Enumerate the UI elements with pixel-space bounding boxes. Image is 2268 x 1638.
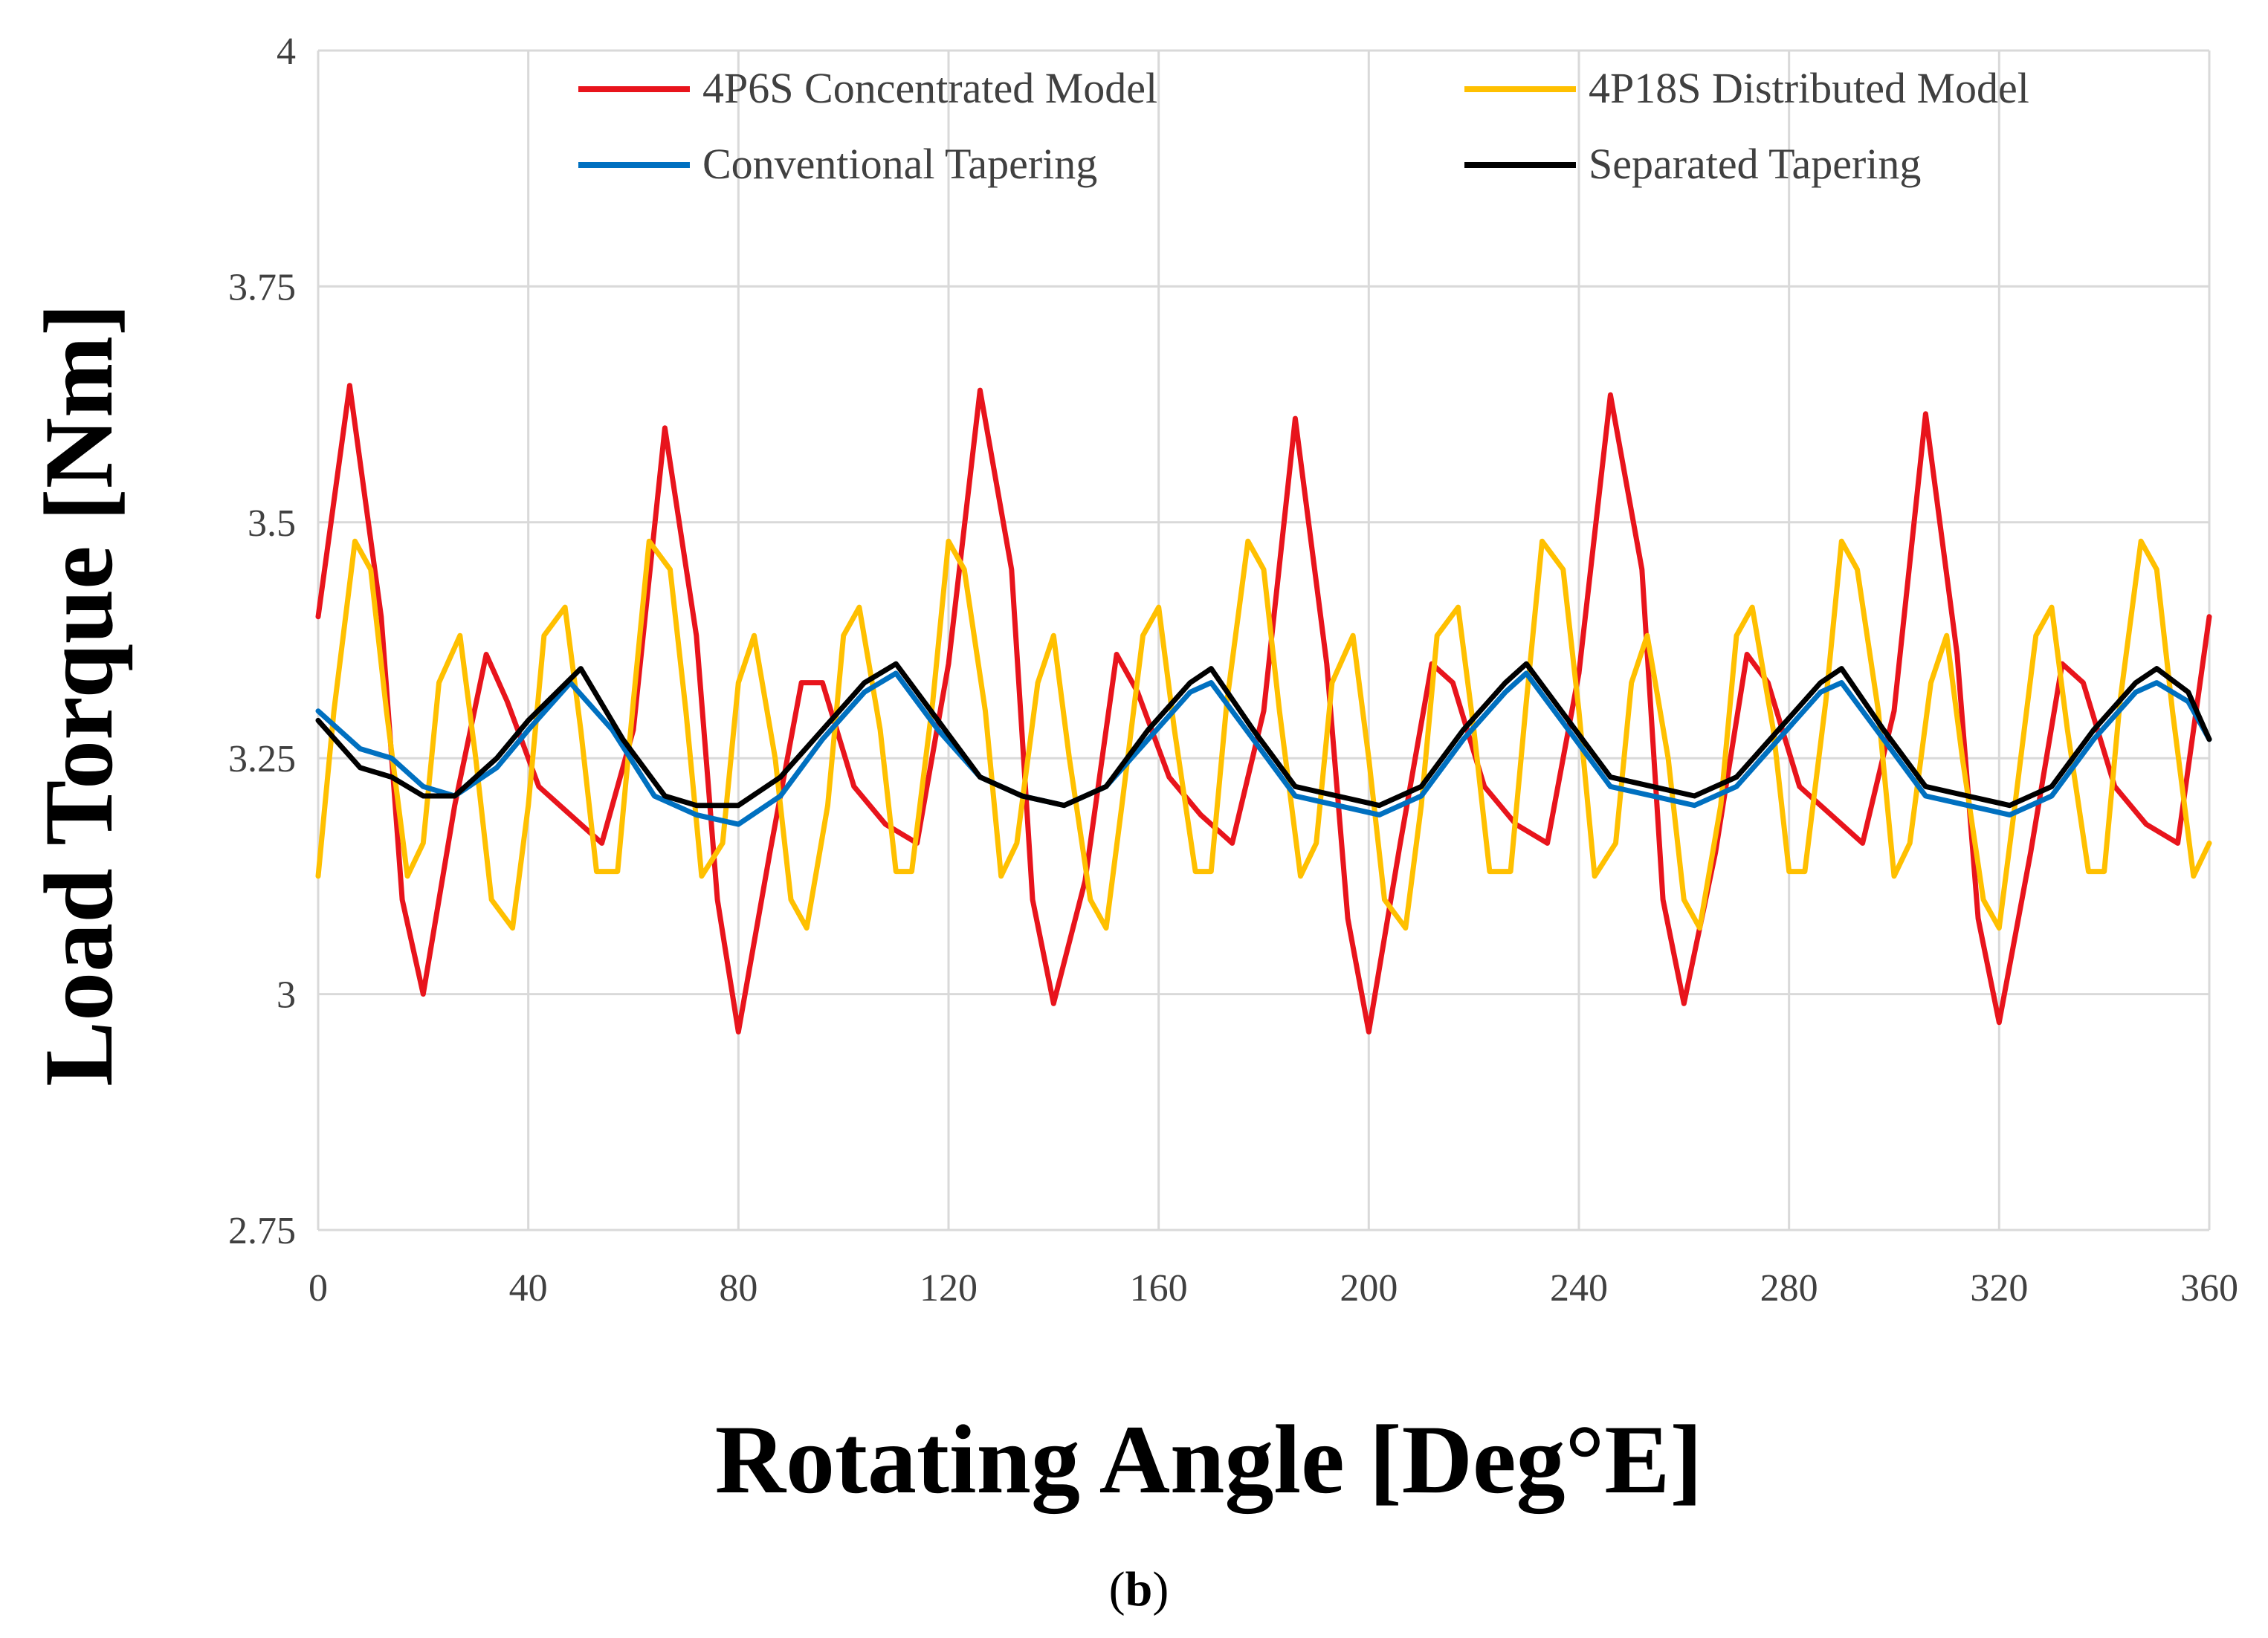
legend-label-4p6s: 4P6S Concentrated Model [702,64,1157,112]
series-line-4p18s-distributed [315,538,2212,931]
y-axis-title: Load Torque [Nm] [24,303,133,1087]
series-line-separated-tapering [315,661,2212,809]
caption-close-paren: ) [1152,1562,1169,1616]
x-tick-label: 280 [1760,1267,1818,1310]
y-tick-label: 3.5 [248,502,296,545]
y-tick-label: 3 [277,974,296,1017]
x-tick-label: 160 [1130,1267,1188,1310]
gridlines [317,49,2211,1231]
caption-open-paren: ( [1109,1562,1125,1616]
y-tick-label: 2.75 [228,1210,296,1252]
x-tick-label: 120 [920,1267,978,1310]
series-line-conventional-tapering [315,670,2212,827]
x-tick-label: 200 [1340,1267,1398,1310]
legend-label-separated: Separated Tapering [1589,140,1921,188]
x-tick-label: 360 [2180,1267,2238,1310]
x-tick-label: 80 [719,1267,757,1310]
series-lines [315,383,2212,1035]
x-tick-label: 320 [1970,1267,2028,1310]
y-tick-label: 3.75 [228,266,296,308]
legend-label-conventional: Conventional Tapering [702,140,1097,188]
y-tick-label: 4 [277,30,296,73]
tick-labels: 0 40 80 120 160 200 240 280 320 360 2.75 3 3.25 3.5 3.… [228,30,2238,1310]
x-tick-label: 0 [308,1267,328,1310]
y-tick-label: 3.25 [228,738,296,780]
caption-letter: b [1125,1562,1153,1616]
x-axis-title: Rotating Angle [Deg°E] [715,1405,1703,1514]
x-tick-label: 40 [509,1267,548,1310]
legend-label-4p18s: 4P18S Distributed Model [1589,64,2029,112]
figure-caption: (b) [1109,1562,1169,1616]
x-tick-label: 240 [1550,1267,1608,1310]
legend: 4P6S Concentrated Model 4P18S Distribute… [578,64,2029,188]
series-line-4p6s-concentrated [315,383,2212,1035]
